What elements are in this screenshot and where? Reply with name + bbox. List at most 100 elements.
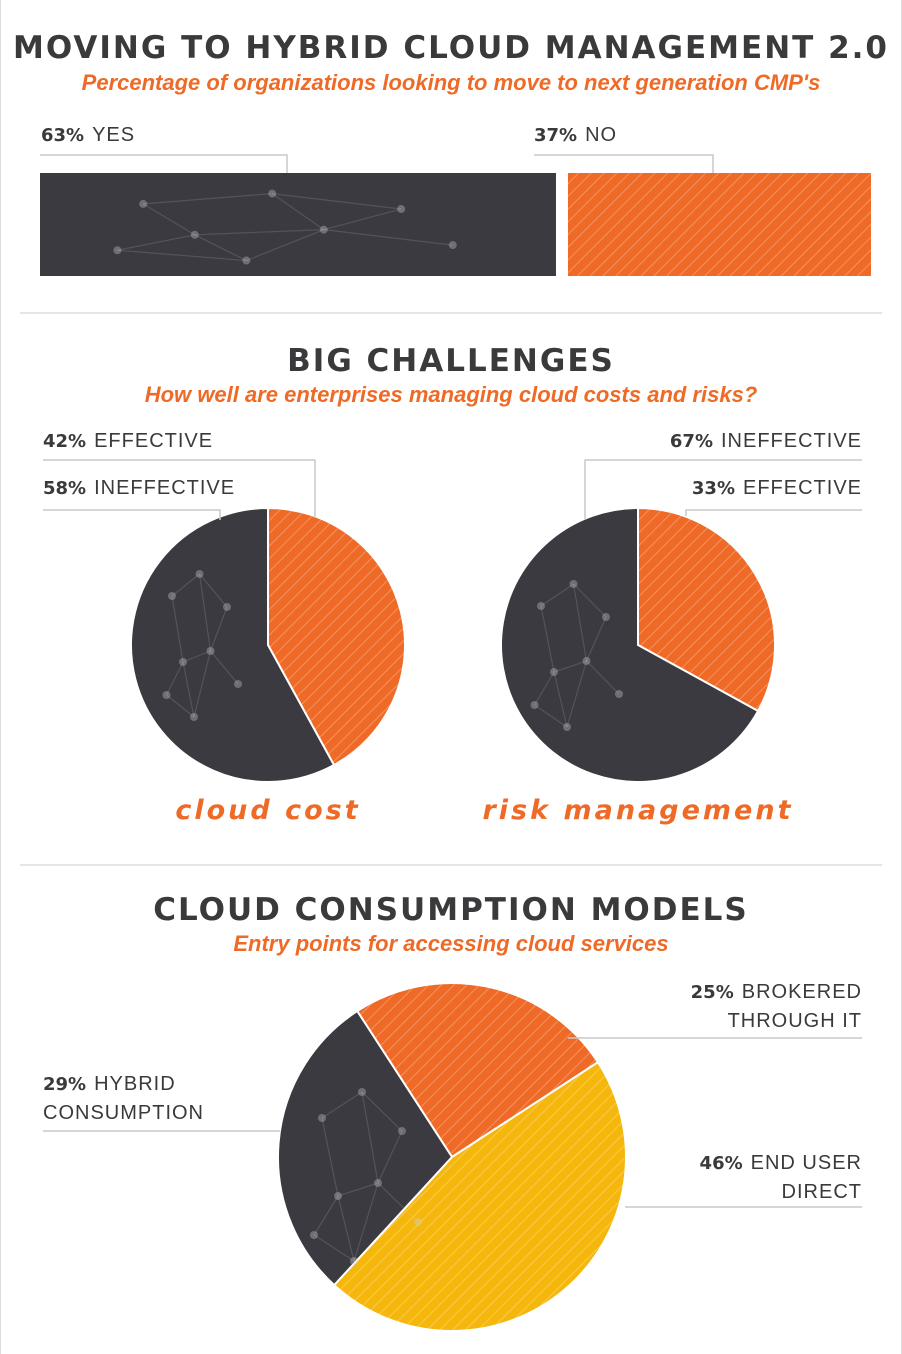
bar-yes-text: YES: [92, 124, 136, 146]
bar-yes-texture-link: [194, 234, 247, 262]
pie2-texture-node: [563, 723, 571, 731]
pie1-texture-link: [193, 650, 212, 718]
pie1-texture-node: [206, 647, 215, 655]
pie3-texture-link: [353, 1182, 379, 1262]
pie2-texture-node: [615, 690, 623, 698]
section-divider-1: [20, 312, 882, 314]
pie2-slice-effective: [637, 506, 776, 713]
section1-subtitle: Percentage of organizations looking to m…: [81, 70, 821, 95]
pie3-texture-node: [374, 1179, 382, 1187]
pie3-texture-link: [337, 1195, 355, 1262]
pie3-enduser-text2: DIRECT: [781, 1181, 862, 1203]
pie1-effective-pct: 42%: [43, 431, 87, 452]
pie3-brokered-pct: 25%: [690, 982, 734, 1003]
bar-yes-texture-node: [190, 230, 199, 239]
pie2-effective-text: EFFECTIVE: [742, 477, 862, 499]
pie1-texture-link: [182, 650, 211, 663]
section1-title: MOVING TO HYBRID CLOUD MANAGEMENT 2.0: [13, 30, 889, 66]
bar-no-text: NO: [585, 124, 618, 146]
pie3-texture-link: [377, 1130, 403, 1184]
bar-yes-texture-link: [323, 229, 453, 246]
pie3-texture-node: [398, 1127, 406, 1135]
bar-yes-leader: [40, 154, 288, 173]
bar-yes-texture-link: [246, 229, 325, 262]
pie2-texture-link: [534, 704, 568, 728]
pie2-ineffective-text: INEFFECTIVE: [720, 430, 862, 452]
bar-segment-no: [567, 173, 871, 276]
pie3-pie: [277, 982, 627, 1332]
pie2-label-effective: 33% EFFECTIVE: [692, 477, 862, 500]
pie1-texture-link: [209, 606, 228, 652]
bar-yes-texture-link: [117, 234, 195, 251]
pie1-label-effective: 42% EFFECTIVE: [43, 430, 213, 453]
pie1-texture-link: [171, 595, 184, 663]
bar-yes-texture-link: [271, 193, 325, 231]
pie2-slice-ineffective: [500, 506, 760, 783]
pie3-texture-node: [350, 1257, 358, 1265]
pie3-texture-node: [310, 1231, 318, 1239]
pie2-label-ineffective: 67% INEFFECTIVE: [670, 430, 862, 453]
bar-yes-texture-link: [117, 249, 247, 262]
bar-yes-texture-node: [242, 256, 251, 265]
bar-label-yes: 63% YES: [41, 124, 135, 147]
bar-yes-texture-node: [139, 199, 148, 208]
bar-yes-texture-link: [272, 193, 402, 210]
pie3-texture-link: [361, 1091, 379, 1184]
bar-yes-texture-node: [448, 241, 457, 250]
pie1-effective-leader: [43, 459, 316, 518]
pie1-texture-node: [179, 658, 187, 666]
pie2-effective-leader: [685, 509, 862, 516]
pie1-texture-link: [199, 573, 228, 608]
pie2-texture-link: [585, 616, 607, 662]
pie3-enduser-pct: 46%: [699, 1153, 743, 1174]
pie2-pie: [500, 506, 776, 783]
pie3-hybrid-text2: CONSUMPTION: [43, 1102, 204, 1124]
pie2-texture-node: [530, 701, 539, 709]
bar-no-leader: [534, 154, 714, 173]
pie2-texture-node: [537, 602, 545, 610]
pie3-enduser-text: END USER: [750, 1152, 862, 1174]
pie3-texture-node: [414, 1218, 422, 1226]
bar-yes-texture-node: [113, 246, 122, 255]
pie3-label-hybrid: 29% HYBRID CONSUMPTION: [43, 1070, 204, 1127]
pie2-texture-link: [533, 671, 555, 706]
pie3-brokered-text2: THROUGH IT: [727, 1010, 862, 1032]
pie1-texture-link: [165, 661, 184, 696]
pie1-texture: [162, 570, 242, 721]
pie1-texture-node: [234, 680, 242, 688]
pie2-texture-link: [553, 671, 568, 728]
pie2-ineffective-pct: 67%: [669, 431, 713, 452]
pie1-ineffective-leader: [43, 509, 221, 520]
pie3-slice-end-user: [332, 1060, 627, 1332]
bar-yes-texture-node: [268, 189, 277, 198]
pie3-texture: [310, 1088, 422, 1265]
pie2-texture-node: [582, 657, 591, 665]
pie3-brokered-text: BROKERED: [741, 981, 862, 1003]
pie2-texture-link: [540, 583, 574, 607]
pie3-label-enduser: 46% END USER DIRECT: [700, 1149, 862, 1206]
pie2-texture-link: [586, 660, 620, 695]
section2-subtitle: How well are enterprises managing cloud …: [144, 382, 758, 407]
pie1-pie: [130, 506, 406, 783]
pie1-texture-node: [168, 592, 176, 600]
pie1-slice-ineffective: [130, 506, 336, 783]
bar-yes-texture-node: [319, 225, 328, 234]
pie3-label-brokered: 25% BROKERED THROUGH IT: [691, 978, 862, 1035]
pie2-caption: risk management: [482, 795, 794, 826]
pie1-texture-node: [223, 603, 231, 611]
bar-yes-texture-link: [194, 229, 324, 236]
pie1-texture-link: [171, 573, 200, 597]
pie1-label-ineffective: 58% INEFFECTIVE: [43, 477, 235, 500]
pie2-texture-link: [553, 660, 587, 673]
section3-title: CLOUD CONSUMPTION MODELS: [153, 892, 749, 928]
pie3-texture-link: [321, 1091, 363, 1119]
pie2-texture-link: [540, 605, 555, 673]
pie2-effective-pct: 33%: [691, 478, 735, 499]
section-divider-2: [20, 864, 882, 866]
pie3-texture-link: [361, 1091, 403, 1132]
section2-title: BIG CHALLENGES: [287, 343, 615, 379]
pie3-texture-link: [337, 1182, 379, 1197]
pie2-texture-link: [566, 660, 588, 728]
pie1-texture-node: [162, 691, 171, 699]
pie1-caption: cloud cost: [175, 795, 361, 826]
